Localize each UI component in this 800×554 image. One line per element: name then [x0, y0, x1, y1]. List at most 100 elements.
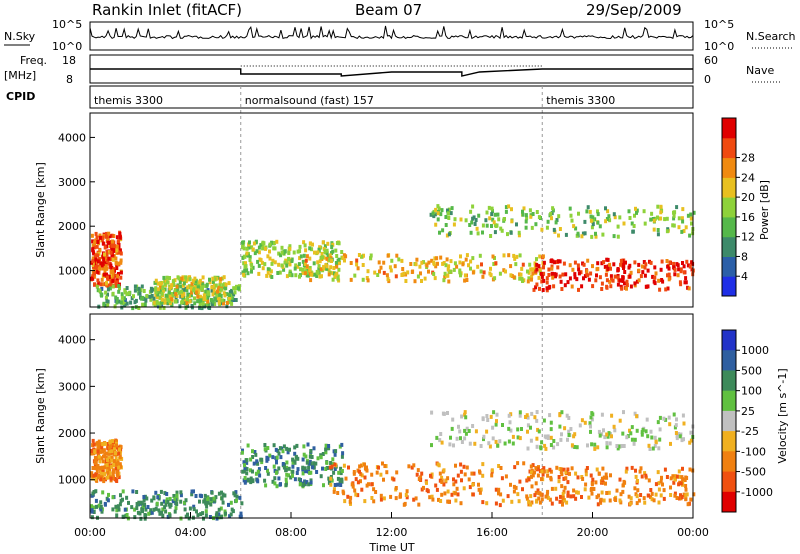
echo-cell: [440, 480, 444, 484]
echo-cell: [667, 277, 671, 282]
echo-cell: [529, 470, 533, 475]
echo-cell: [348, 499, 352, 504]
echo-cell: [98, 459, 102, 464]
echo-cell: [245, 460, 249, 465]
echo-cell: [111, 257, 115, 262]
echo-cell: [577, 267, 581, 272]
echo-cell: [105, 252, 109, 257]
echo-cell: [530, 225, 534, 230]
echo-cell: [558, 259, 562, 264]
echo-cell: [689, 216, 693, 221]
echo-cell: [336, 491, 340, 495]
echo-cell: [242, 272, 246, 277]
echo-cell: [114, 456, 118, 461]
echo-cell: [667, 415, 671, 420]
echo-cell: [474, 218, 478, 222]
echo-cell: [301, 259, 305, 264]
echo-cell: [254, 240, 258, 245]
echo-cell: [235, 494, 239, 499]
echo-cell: [438, 471, 442, 476]
ytick-label: 4000: [58, 334, 86, 347]
echo-cell: [163, 505, 167, 510]
echo-cell: [182, 281, 186, 286]
echo-cell: [686, 263, 690, 268]
echo-cell: [201, 282, 205, 287]
echo-cell: [494, 261, 498, 266]
echo-cell: [98, 233, 102, 238]
echo-cell: [601, 466, 605, 471]
echo-cell: [576, 263, 580, 268]
echo-cell: [644, 262, 648, 267]
echo-cell: [459, 217, 463, 222]
echo-cell: [446, 273, 450, 278]
echo-cell: [93, 455, 97, 460]
echo-cell: [561, 492, 565, 496]
echo-cell: [616, 234, 620, 239]
echo-cell: [525, 496, 529, 501]
echo-cell: [219, 506, 223, 511]
echo-cell: [302, 444, 306, 449]
echo-cell: [559, 437, 563, 442]
echo-cell: [560, 484, 564, 489]
echo-cell: [100, 445, 104, 450]
echo-cell: [101, 459, 105, 464]
echo-cell: [586, 258, 590, 263]
echo-cell: [503, 441, 507, 446]
colorbar-swatch: [722, 137, 736, 159]
echo-cell: [618, 418, 622, 423]
freq-tick-top: 18: [62, 54, 76, 67]
echo-cell: [200, 306, 204, 311]
echo-cell: [622, 410, 625, 415]
echo-cell: [591, 215, 595, 220]
echo-cell: [690, 221, 693, 226]
echo-cell: [477, 487, 481, 492]
echo-cell: [110, 449, 114, 454]
echo-cell: [566, 490, 570, 495]
echo-cell: [259, 243, 263, 248]
echo-cell: [154, 278, 158, 283]
echo-cell: [95, 235, 99, 240]
echo-cell: [325, 256, 329, 261]
echo-cell: [117, 507, 121, 512]
echo-cell: [175, 284, 179, 289]
echo-cell: [287, 466, 291, 471]
echo-cell: [305, 460, 309, 465]
echo-cell: [630, 465, 634, 470]
echo-cell: [160, 501, 164, 506]
echo-cell: [504, 269, 507, 274]
echo-cell: [635, 494, 639, 499]
colorbar-tick-label: 16: [741, 211, 755, 224]
echo-cell: [275, 484, 279, 489]
echo-cell: [282, 250, 286, 255]
echo-cell: [103, 252, 106, 257]
echo-cell: [303, 271, 307, 276]
echo-cell: [669, 493, 673, 497]
echo-cell: [91, 466, 95, 470]
echo-cell: [588, 421, 592, 426]
echo-cell: [95, 469, 99, 473]
echo-cell: [355, 262, 359, 267]
echo-cell: [208, 277, 211, 282]
echo-cell: [325, 264, 329, 269]
echo-cell: [183, 507, 187, 512]
echo-cell: [555, 218, 559, 222]
echo-cell: [665, 229, 669, 234]
echo-cell: [241, 469, 245, 474]
echo-cell: [189, 293, 193, 298]
echo-cell: [537, 496, 541, 501]
echo-cell: [91, 491, 95, 496]
colorbar-tick-label: -25: [741, 425, 759, 438]
echo-cell: [648, 259, 651, 264]
echo-cell: [607, 490, 611, 495]
echo-cell: [444, 478, 448, 483]
echo-cell: [137, 500, 141, 505]
echo-cell: [439, 212, 443, 217]
echo-cell: [165, 297, 169, 302]
echo-cell: [428, 495, 432, 500]
echo-cell: [654, 271, 658, 276]
echo-cell: [175, 490, 179, 495]
echo-cell: [596, 209, 599, 214]
echo-cell: [566, 493, 570, 498]
echo-cell: [633, 437, 637, 442]
echo-cell: [227, 295, 231, 300]
